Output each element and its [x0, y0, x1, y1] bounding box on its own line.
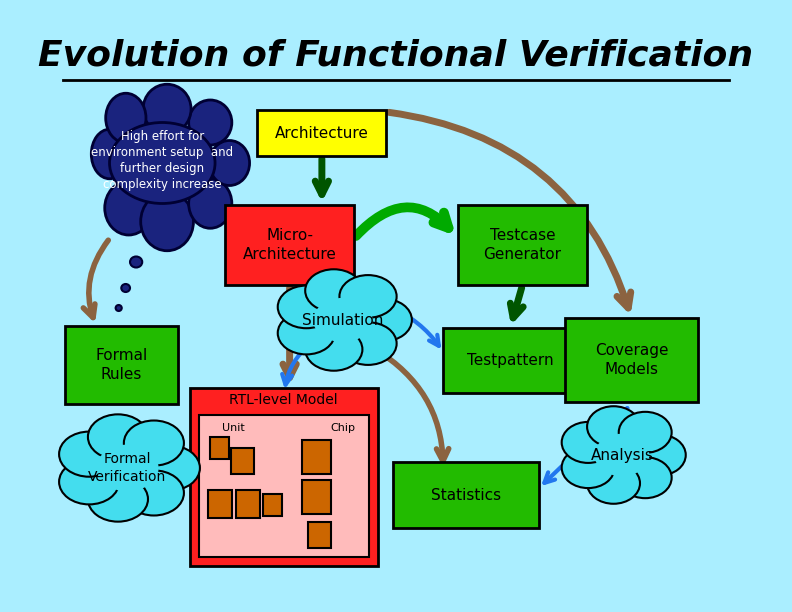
Bar: [190, 388, 378, 566]
Ellipse shape: [116, 305, 122, 311]
Bar: [263, 494, 282, 516]
Ellipse shape: [109, 122, 215, 204]
Ellipse shape: [340, 275, 397, 318]
Ellipse shape: [105, 93, 146, 143]
Ellipse shape: [562, 447, 615, 488]
Ellipse shape: [97, 445, 158, 491]
Ellipse shape: [355, 299, 412, 341]
Bar: [302, 480, 332, 514]
Ellipse shape: [278, 312, 335, 354]
Ellipse shape: [88, 414, 148, 460]
Text: Testpattern: Testpattern: [467, 353, 554, 367]
Ellipse shape: [140, 446, 200, 491]
Ellipse shape: [587, 406, 640, 447]
Ellipse shape: [59, 431, 119, 477]
Ellipse shape: [91, 129, 128, 179]
Text: Architecture: Architecture: [275, 125, 369, 141]
Ellipse shape: [124, 471, 184, 515]
Ellipse shape: [595, 434, 649, 476]
Bar: [458, 205, 587, 285]
FancyArrowPatch shape: [389, 306, 439, 346]
Ellipse shape: [124, 420, 184, 466]
Ellipse shape: [340, 323, 397, 365]
Ellipse shape: [209, 141, 249, 185]
Bar: [231, 448, 254, 474]
Bar: [65, 326, 178, 404]
Ellipse shape: [121, 284, 130, 292]
Bar: [393, 462, 539, 528]
Text: High effort for
environment setup  and
further design
complexity increase: High effort for environment setup and fu…: [91, 130, 234, 190]
Bar: [565, 318, 698, 402]
Bar: [225, 205, 354, 285]
FancyArrowPatch shape: [610, 408, 627, 419]
Text: Formal
Verification: Formal Verification: [88, 452, 166, 483]
Bar: [257, 110, 386, 156]
Text: Formal
Rules: Formal Rules: [95, 348, 147, 382]
Ellipse shape: [313, 298, 372, 342]
Text: RTL-level Model: RTL-level Model: [229, 393, 338, 407]
Ellipse shape: [143, 84, 191, 134]
Ellipse shape: [105, 181, 153, 235]
FancyArrowPatch shape: [510, 288, 524, 318]
Bar: [308, 522, 330, 548]
Bar: [302, 440, 332, 474]
Ellipse shape: [59, 459, 119, 504]
FancyArrowPatch shape: [282, 344, 310, 385]
Ellipse shape: [305, 269, 363, 312]
Text: Unit: Unit: [223, 423, 246, 433]
Ellipse shape: [305, 328, 363, 371]
FancyArrowPatch shape: [356, 207, 448, 236]
FancyArrowPatch shape: [283, 288, 296, 378]
Text: Simulation: Simulation: [302, 313, 383, 327]
Ellipse shape: [88, 477, 148, 521]
Ellipse shape: [278, 286, 335, 328]
Ellipse shape: [633, 435, 686, 476]
Text: Micro-
Architecture: Micro- Architecture: [242, 228, 337, 262]
Text: Statistics: Statistics: [431, 488, 501, 502]
Ellipse shape: [587, 463, 640, 504]
Bar: [208, 490, 232, 518]
Ellipse shape: [130, 256, 143, 267]
Text: Evolution of Functional Verification: Evolution of Functional Verification: [39, 38, 753, 72]
Bar: [235, 490, 260, 518]
Text: Analysis: Analysis: [590, 447, 653, 463]
Ellipse shape: [141, 192, 193, 251]
Text: Chip: Chip: [330, 423, 356, 433]
FancyArrowPatch shape: [544, 460, 569, 483]
Ellipse shape: [619, 412, 672, 453]
Bar: [210, 437, 230, 459]
Ellipse shape: [188, 100, 232, 145]
Bar: [443, 328, 578, 393]
Ellipse shape: [188, 179, 232, 228]
FancyArrowPatch shape: [190, 465, 200, 480]
FancyArrowPatch shape: [315, 159, 329, 195]
FancyArrowPatch shape: [375, 349, 449, 461]
Ellipse shape: [562, 422, 615, 463]
FancyArrowPatch shape: [389, 113, 630, 308]
Ellipse shape: [619, 457, 672, 498]
FancyArrowPatch shape: [83, 240, 109, 318]
Text: Testcase
Generator: Testcase Generator: [483, 228, 562, 262]
Text: Coverage
Models: Coverage Models: [595, 343, 668, 377]
Bar: [199, 415, 369, 557]
